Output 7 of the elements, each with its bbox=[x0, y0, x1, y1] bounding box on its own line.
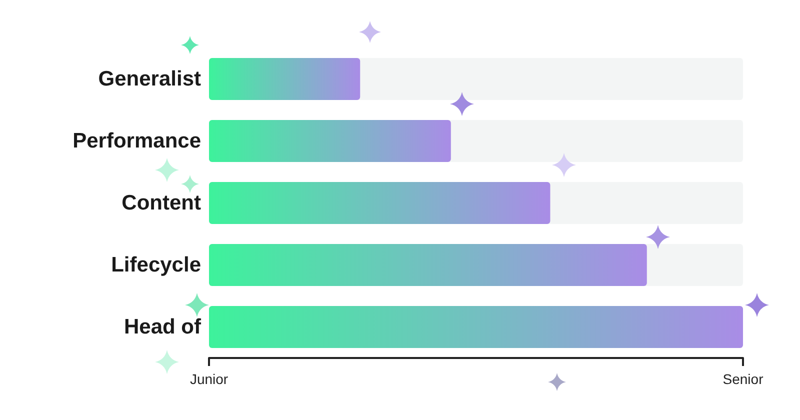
y-tick-label: Content bbox=[122, 192, 201, 214]
y-tick-label: Performance bbox=[72, 130, 201, 152]
y-tick-label: Head of bbox=[124, 316, 202, 338]
y-tick-label: Generalist bbox=[98, 68, 201, 90]
text: Junior bbox=[190, 371, 228, 387]
text: Senior bbox=[722, 371, 764, 387]
y-tick-label: Lifecycle bbox=[111, 254, 201, 276]
